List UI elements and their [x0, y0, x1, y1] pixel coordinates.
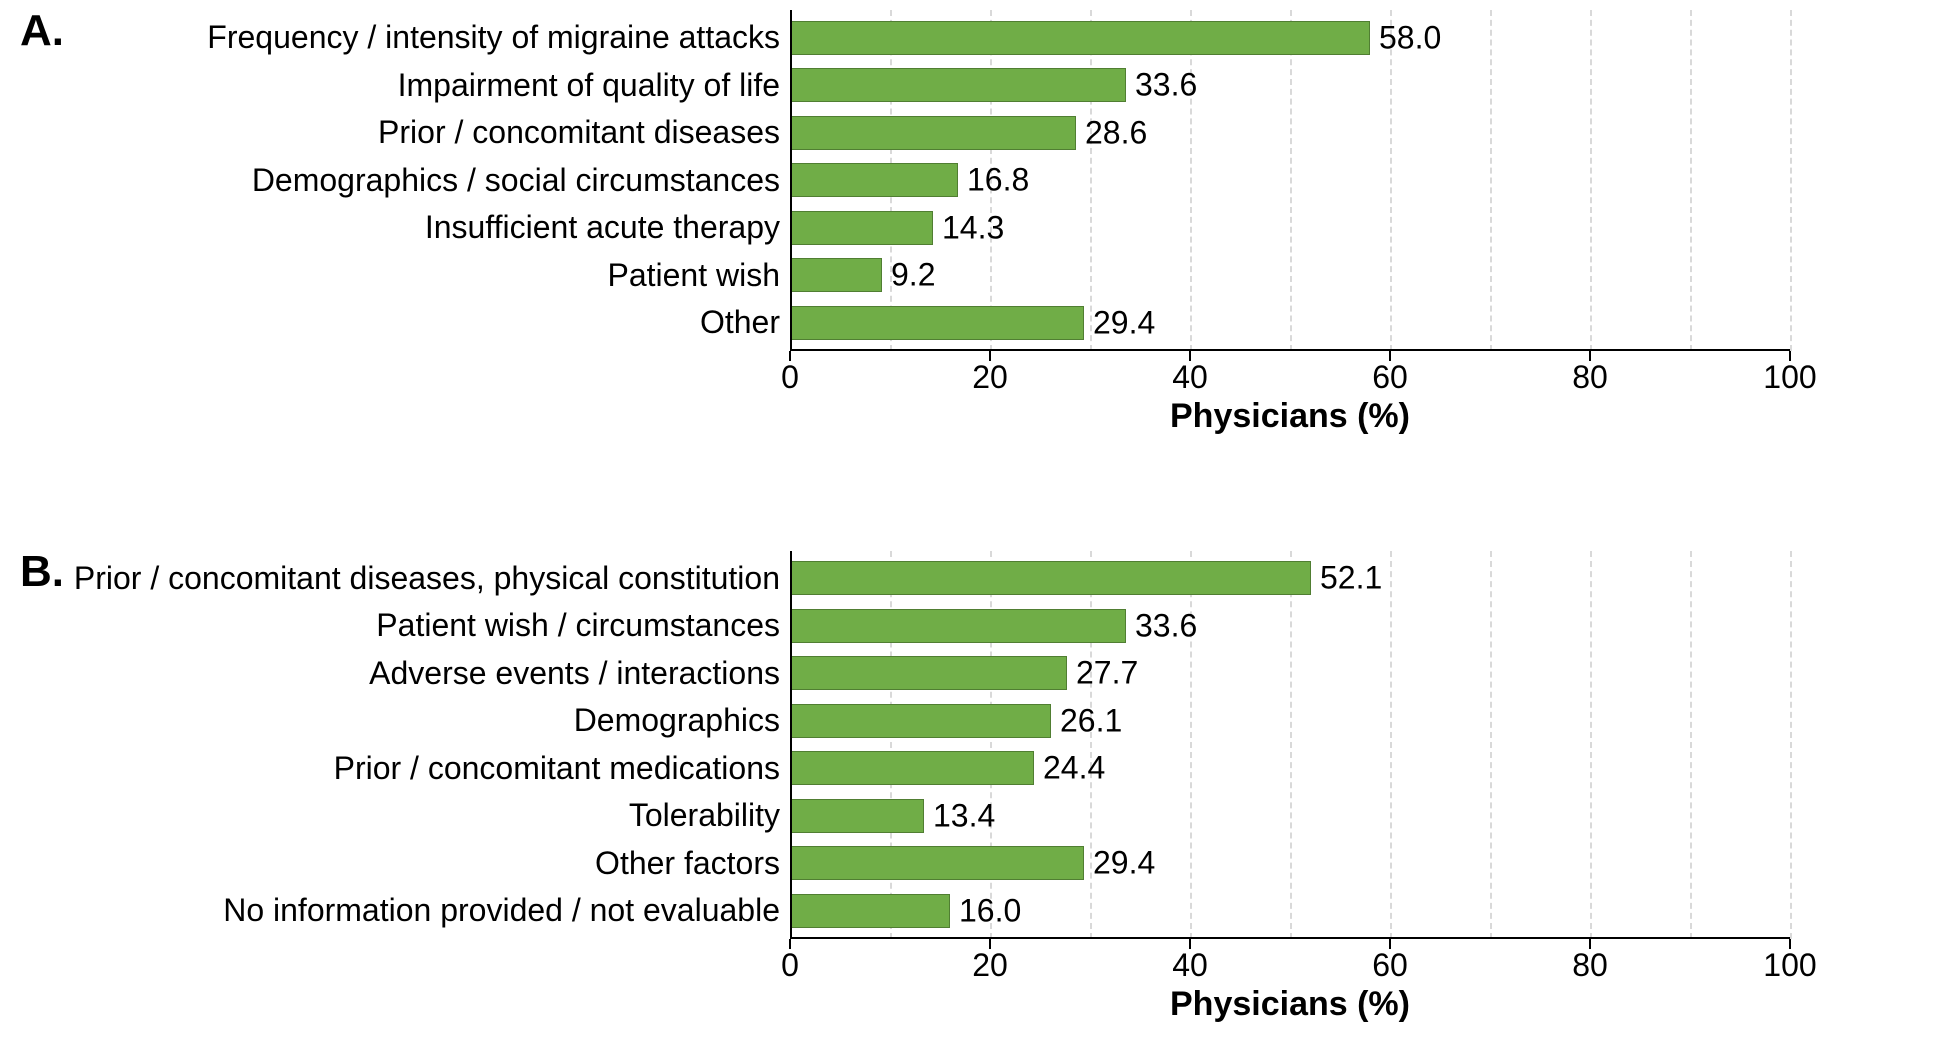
bar-value-label: 58.0 [1369, 19, 1441, 56]
bar: 16.0 [790, 894, 950, 928]
category-label: Patient wish [607, 252, 780, 300]
category-label: Impairment of quality of life [398, 62, 780, 110]
bar: 29.4 [790, 306, 1084, 340]
plot-area-b: 52.133.627.726.124.413.429.416.002040608… [790, 551, 1790, 939]
bar-value-label: 26.1 [1050, 702, 1122, 739]
x-tick-label: 40 [1172, 939, 1208, 984]
x-axis-title: Physicians (%) [1170, 985, 1410, 1024]
gridline [1690, 10, 1692, 351]
bar-value-label: 33.6 [1125, 67, 1197, 104]
category-label: Prior / concomitant diseases [378, 109, 780, 157]
bar: 9.2 [790, 258, 882, 292]
bar: 24.4 [790, 751, 1034, 785]
bar: 16.8 [790, 163, 958, 197]
gridline [1490, 551, 1492, 939]
x-tick-label: 60 [1372, 939, 1408, 984]
bar-value-label: 29.4 [1083, 845, 1155, 882]
category-label: Insufficient acute therapy [425, 204, 780, 252]
panel-b: B.Prior / concomitant diseases, physical… [20, 551, 1930, 1029]
bar: 26.1 [790, 704, 1051, 738]
category-label: Demographics [574, 697, 780, 745]
gridline [1790, 551, 1792, 939]
bar-value-label: 13.4 [923, 797, 995, 834]
x-tick-label: 100 [1763, 351, 1816, 396]
category-label: Adverse events / interactions [369, 650, 780, 698]
gridline [1590, 10, 1592, 351]
gridline [1490, 10, 1492, 351]
x-tick-label: 80 [1572, 351, 1608, 396]
bar-value-label: 28.6 [1075, 114, 1147, 151]
category-label: Demographics / social circumstances [252, 157, 780, 205]
bar: 28.6 [790, 116, 1076, 150]
figure-root: A. Frequency / intensity of migraine atta… [0, 0, 1946, 1052]
y-axis-line [790, 551, 792, 939]
x-tick-label: 20 [972, 351, 1008, 396]
x-tick-label: 0 [781, 939, 799, 984]
bar: 52.1 [790, 561, 1311, 595]
x-axis-title: Physicians (%) [1170, 397, 1410, 436]
x-axis-line [790, 937, 1790, 939]
bar-value-label: 29.4 [1083, 304, 1155, 341]
x-axis-line [790, 349, 1790, 351]
bar-value-label: 24.4 [1033, 750, 1105, 787]
category-label: Tolerability [629, 792, 780, 840]
category-label: Frequency / intensity of migraine attack… [207, 14, 780, 62]
x-tick-label: 20 [972, 939, 1008, 984]
bar: 29.4 [790, 846, 1084, 880]
gridline [1290, 10, 1292, 351]
category-labels-b: Prior / concomitant diseases, physical c… [20, 551, 790, 939]
x-tick-label: 80 [1572, 939, 1608, 984]
gridline [1290, 551, 1292, 939]
bar: 33.6 [790, 68, 1126, 102]
panel-label-a: A. [20, 6, 64, 56]
bar-value-label: 14.3 [932, 209, 1004, 246]
category-label: Other factors [595, 840, 780, 888]
category-label: Prior / concomitant diseases, physical c… [74, 555, 780, 603]
bar-value-label: 33.6 [1125, 607, 1197, 644]
panel-label-b: B. [20, 547, 64, 597]
gridline [1390, 10, 1392, 351]
bar: 27.7 [790, 656, 1067, 690]
gridline [1790, 10, 1792, 351]
panel-a: A.Frequency / intensity of migraine atta… [20, 10, 1930, 441]
bar-value-label: 16.0 [949, 892, 1021, 929]
category-labels-a: Frequency / intensity of migraine attack… [20, 10, 790, 351]
gridline [1190, 10, 1192, 351]
bar: 13.4 [790, 799, 924, 833]
bar: 14.3 [790, 211, 933, 245]
category-label: Patient wish / circumstances [376, 602, 780, 650]
y-axis-line [790, 10, 792, 351]
bar: 33.6 [790, 609, 1126, 643]
gridline [1090, 10, 1092, 351]
bar-value-label: 27.7 [1066, 655, 1138, 692]
x-tick-label: 40 [1172, 351, 1208, 396]
x-tick-label: 100 [1763, 939, 1816, 984]
category-label: Prior / concomitant medications [334, 745, 780, 793]
bar: 58.0 [790, 21, 1370, 55]
bar-value-label: 52.1 [1310, 560, 1382, 597]
gridline [1690, 551, 1692, 939]
gridline [1590, 551, 1592, 939]
bar-value-label: 16.8 [957, 162, 1029, 199]
x-tick-label: 60 [1372, 351, 1408, 396]
bar-value-label: 9.2 [881, 257, 935, 294]
gridline [1390, 551, 1392, 939]
category-label: Other [700, 299, 780, 347]
x-tick-label: 0 [781, 351, 799, 396]
category-label: No information provided / not evaluable [223, 887, 780, 935]
plot-area-a: 58.033.628.616.814.39.229.4020406080100P… [790, 10, 1790, 351]
